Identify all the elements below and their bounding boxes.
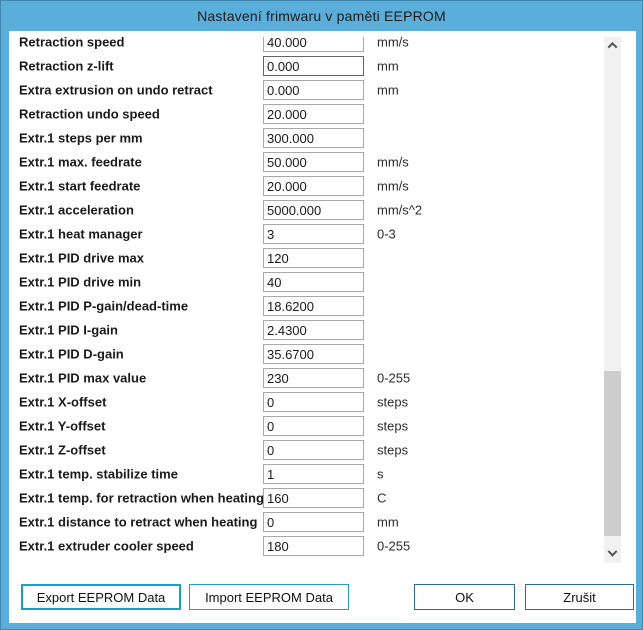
eeprom-value-input[interactable] xyxy=(263,488,364,508)
eeprom-unit-label: mm/s xyxy=(377,154,409,170)
eeprom-value-input[interactable] xyxy=(263,56,364,76)
eeprom-row: Extr.1 extruder cooler speed 0-255 xyxy=(9,534,605,558)
eeprom-field-label: Extr.1 PID I-gain xyxy=(19,322,118,338)
eeprom-row: Extr.1 PID max value 0-255 xyxy=(9,366,605,390)
eeprom-field-label: Extr.1 max. feedrate xyxy=(19,154,142,170)
eeprom-field-label: Extr.1 temp. for retraction when heating xyxy=(19,490,264,506)
eeprom-row: Extr.1 heat manager 0-3 xyxy=(9,222,605,246)
eeprom-unit-label: mm/s xyxy=(377,178,409,194)
eeprom-value-input[interactable] xyxy=(263,320,364,340)
eeprom-field-label: Extra extrusion on undo retract xyxy=(19,82,213,98)
eeprom-value-input[interactable] xyxy=(263,104,364,124)
eeprom-unit-label: 0-255 xyxy=(377,370,411,386)
eeprom-unit-label: steps xyxy=(377,418,409,434)
scroll-up-button[interactable] xyxy=(604,37,621,54)
import-eeprom-button[interactable]: Import EEPROM Data xyxy=(189,584,349,610)
eeprom-unit-label: 0-255 xyxy=(377,538,411,554)
eeprom-value-input[interactable] xyxy=(263,200,364,220)
eeprom-row: Extr.1 temp. stabilize time s xyxy=(9,462,605,486)
eeprom-unit-label: mm/s^2 xyxy=(377,202,423,218)
eeprom-value-input[interactable] xyxy=(263,272,364,292)
eeprom-row: Extr.1 Z-offset steps xyxy=(9,438,605,462)
eeprom-row: Extr.1 PID P-gain/dead-time xyxy=(9,294,605,318)
eeprom-row: Retraction speed mm/s xyxy=(9,37,605,54)
eeprom-value-input[interactable] xyxy=(263,512,364,532)
eeprom-value-input[interactable] xyxy=(263,536,364,556)
eeprom-unit-label: steps xyxy=(377,394,409,410)
eeprom-field-label: Extr.1 extruder cooler speed xyxy=(19,538,194,554)
eeprom-field-label: Extr.1 start feedrate xyxy=(19,178,141,194)
eeprom-unit-label: mm xyxy=(377,82,399,98)
eeprom-value-input[interactable] xyxy=(263,392,364,412)
eeprom-row: Extr.1 Y-offset steps xyxy=(9,414,605,438)
eeprom-value-input[interactable] xyxy=(263,440,364,460)
ok-button[interactable]: OK xyxy=(414,584,515,610)
eeprom-row: Extr.1 PID drive min xyxy=(9,270,605,294)
eeprom-field-label: Extr.1 heat manager xyxy=(19,226,143,242)
eeprom-row: Extr.1 temp. for retraction when heating… xyxy=(9,486,605,510)
window-title: Nastavení frimwaru v paměti EEPROM xyxy=(197,8,446,24)
eeprom-value-input[interactable] xyxy=(263,368,364,388)
eeprom-value-input[interactable] xyxy=(263,128,364,148)
vertical-scrollbar[interactable] xyxy=(604,37,621,563)
eeprom-value-input[interactable] xyxy=(263,296,364,316)
eeprom-unit-label: mm xyxy=(377,58,399,74)
eeprom-value-input[interactable] xyxy=(263,176,364,196)
cancel-button[interactable]: Zrušit xyxy=(525,584,634,610)
eeprom-field-label: Extr.1 PID drive max xyxy=(19,250,145,266)
eeprom-unit-label: steps xyxy=(377,442,409,458)
eeprom-unit-label: C xyxy=(377,490,387,506)
eeprom-field-label: Extr.1 PID max value xyxy=(19,370,147,386)
eeprom-field-label: Extr.1 PID D-gain xyxy=(19,346,124,362)
eeprom-row: Extra extrusion on undo retract mm xyxy=(9,78,605,102)
eeprom-row: Extr.1 acceleration mm/s^2 xyxy=(9,198,605,222)
eeprom-row: Extr.1 max. feedrate mm/s xyxy=(9,150,605,174)
eeprom-row: Retraction undo speed xyxy=(9,102,605,126)
eeprom-row: Extr.1 PID D-gain xyxy=(9,342,605,366)
eeprom-field-label: Extr.1 Z-offset xyxy=(19,442,106,458)
eeprom-row: Retraction z-lift mm xyxy=(9,54,605,78)
eeprom-field-label: Extr.1 temp. stabilize time xyxy=(19,466,178,482)
eeprom-value-input[interactable] xyxy=(263,152,364,172)
eeprom-row: Extr.1 distance to retract when heating … xyxy=(9,510,605,534)
eeprom-unit-label: 0-3 xyxy=(377,226,396,242)
eeprom-row: Extr.1 PID drive max xyxy=(9,246,605,270)
titlebar[interactable]: Nastavení frimwaru v paměti EEPROM xyxy=(1,1,642,31)
eeprom-field-label: Extr.1 PID P-gain/dead-time xyxy=(19,298,189,314)
chevron-down-icon xyxy=(607,546,618,557)
chevron-up-icon xyxy=(607,41,618,52)
eeprom-value-input[interactable] xyxy=(263,37,364,52)
eeprom-field-label: Extr.1 steps per mm xyxy=(19,130,143,146)
eeprom-rows: Retraction speed mm/s Retraction z-lift … xyxy=(9,37,605,563)
eeprom-field-label: Retraction z-lift xyxy=(19,58,114,74)
eeprom-field-label: Extr.1 acceleration xyxy=(19,202,134,218)
eeprom-row: Extr.1 X-offset steps xyxy=(9,390,605,414)
eeprom-row: Extr.1 start feedrate mm/s xyxy=(9,174,605,198)
scroll-down-button[interactable] xyxy=(604,546,621,563)
eeprom-value-input[interactable] xyxy=(263,344,364,364)
scrollbar-thumb[interactable] xyxy=(604,371,621,536)
eeprom-field-label: Extr.1 X-offset xyxy=(19,394,107,410)
eeprom-unit-label: s xyxy=(377,466,384,482)
eeprom-row: Extr.1 steps per mm xyxy=(9,126,605,150)
eeprom-field-label: Extr.1 Y-offset xyxy=(19,418,106,434)
export-eeprom-button[interactable]: Export EEPROM Data xyxy=(21,584,181,610)
eeprom-field-label: Extr.1 distance to retract when heating xyxy=(19,514,258,530)
eeprom-value-input[interactable] xyxy=(263,248,364,268)
eeprom-unit-label: mm xyxy=(377,514,399,530)
eeprom-field-label: Extr.1 PID drive min xyxy=(19,274,142,290)
eeprom-value-input[interactable] xyxy=(263,464,364,484)
eeprom-value-input[interactable] xyxy=(263,224,364,244)
eeprom-value-input[interactable] xyxy=(263,80,364,100)
eeprom-value-input[interactable] xyxy=(263,416,364,436)
eeprom-field-label: Retraction undo speed xyxy=(19,106,160,122)
dialog-client-area: Retraction speed mm/s Retraction z-lift … xyxy=(9,31,636,623)
eeprom-unit-label: mm/s xyxy=(377,37,409,50)
eeprom-row: Extr.1 PID I-gain xyxy=(9,318,605,342)
eeprom-field-label: Retraction speed xyxy=(19,37,125,50)
